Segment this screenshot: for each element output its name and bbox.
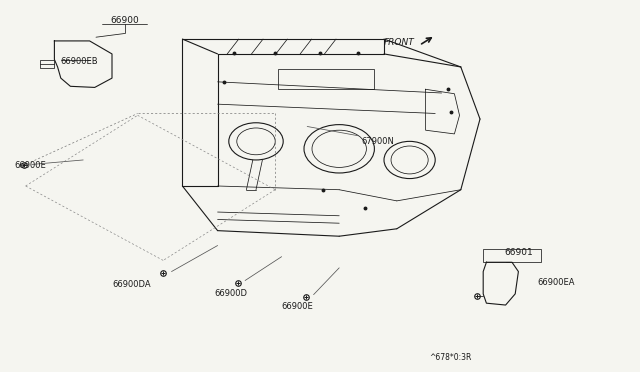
Text: 66900E: 66900E <box>14 161 46 170</box>
Text: 66900EB: 66900EB <box>61 57 99 66</box>
Text: 66900DA: 66900DA <box>112 280 150 289</box>
Text: FRONT: FRONT <box>384 38 415 47</box>
Text: 66901: 66901 <box>504 248 532 257</box>
Text: 66900: 66900 <box>111 16 139 25</box>
Text: 66900EA: 66900EA <box>538 278 575 287</box>
Bar <box>40 60 54 68</box>
Text: 66900E: 66900E <box>282 302 314 311</box>
Text: 66900D: 66900D <box>214 289 248 298</box>
Text: ^678*0:3R: ^678*0:3R <box>429 353 471 362</box>
Text: 67900N: 67900N <box>362 137 394 146</box>
Bar <box>483 249 541 262</box>
